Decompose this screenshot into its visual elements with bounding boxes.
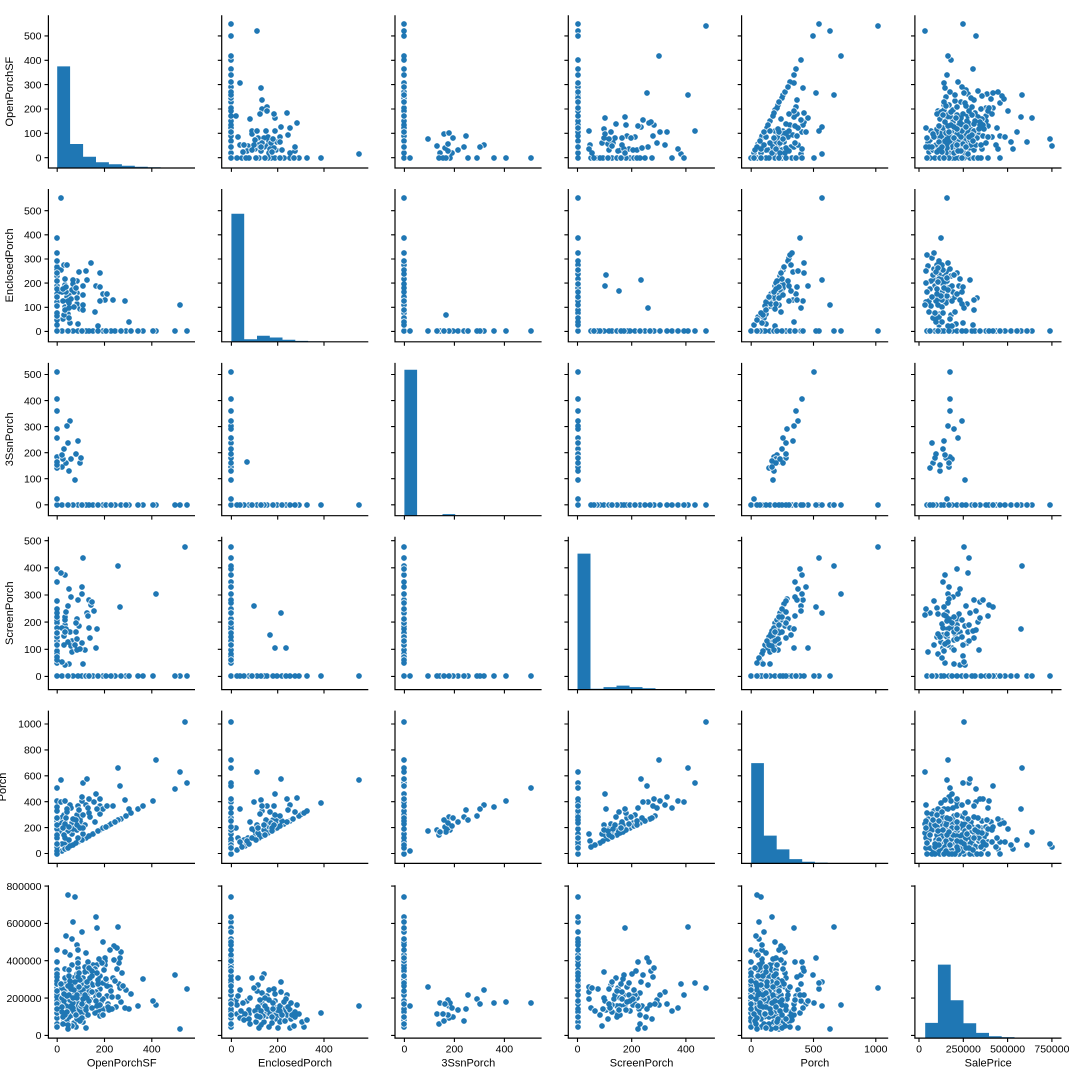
svg-text:0: 0: [228, 1044, 234, 1056]
svg-text:800000: 800000: [6, 881, 41, 893]
svg-text:800: 800: [24, 745, 42, 757]
svg-text:Porch: Porch: [801, 1058, 830, 1070]
svg-text:400: 400: [143, 1044, 161, 1056]
svg-text:200: 200: [623, 1044, 641, 1056]
svg-text:EnclosedPorch: EnclosedPorch: [4, 228, 16, 302]
svg-text:600000: 600000: [6, 918, 41, 930]
svg-text:200000: 200000: [6, 993, 41, 1005]
svg-text:300: 300: [24, 421, 42, 433]
svg-text:0: 0: [575, 1044, 581, 1056]
svg-text:400: 400: [677, 1044, 695, 1056]
svg-text:300: 300: [24, 590, 42, 602]
svg-text:3SsnPorch: 3SsnPorch: [4, 412, 16, 466]
svg-text:400: 400: [24, 796, 42, 808]
svg-text:200: 200: [24, 617, 42, 629]
svg-text:300: 300: [24, 254, 42, 266]
svg-text:400: 400: [24, 55, 42, 67]
svg-text:200: 200: [24, 822, 42, 834]
svg-text:400: 400: [24, 230, 42, 242]
svg-text:200: 200: [24, 278, 42, 290]
svg-text:EnclosedPorch: EnclosedPorch: [258, 1058, 332, 1070]
svg-text:300: 300: [24, 79, 42, 91]
svg-text:SalePrice: SalePrice: [965, 1058, 1012, 1070]
svg-text:400: 400: [24, 395, 42, 407]
svg-text:1000: 1000: [18, 719, 42, 731]
svg-text:3SsnPorch: 3SsnPorch: [441, 1058, 495, 1070]
svg-text:500: 500: [24, 31, 42, 43]
svg-text:500: 500: [24, 369, 42, 381]
svg-text:OpenPorchSF: OpenPorchSF: [4, 56, 16, 126]
svg-text:0: 0: [36, 326, 42, 338]
svg-text:OpenPorchSF: OpenPorchSF: [87, 1058, 157, 1070]
svg-text:100: 100: [24, 473, 42, 485]
svg-text:250000: 250000: [946, 1044, 981, 1056]
svg-text:100: 100: [24, 644, 42, 656]
svg-text:400: 400: [24, 563, 42, 575]
svg-text:500: 500: [24, 535, 42, 547]
svg-text:500: 500: [24, 205, 42, 217]
svg-text:100: 100: [24, 302, 42, 314]
svg-text:200: 200: [24, 447, 42, 459]
svg-text:500000: 500000: [990, 1044, 1025, 1056]
svg-text:0: 0: [916, 1044, 922, 1056]
svg-text:600: 600: [24, 771, 42, 783]
svg-text:200: 200: [24, 104, 42, 116]
svg-text:Porch: Porch: [0, 773, 9, 802]
svg-text:0: 0: [36, 500, 42, 512]
svg-text:0: 0: [36, 1030, 42, 1042]
svg-text:400000: 400000: [6, 955, 41, 967]
svg-text:200: 200: [446, 1044, 464, 1056]
svg-text:100: 100: [24, 128, 42, 140]
svg-text:0: 0: [401, 1044, 407, 1056]
svg-text:0: 0: [36, 848, 42, 860]
svg-text:400: 400: [315, 1044, 333, 1056]
svg-text:750000: 750000: [1034, 1044, 1069, 1056]
svg-text:400: 400: [496, 1044, 514, 1056]
svg-text:0: 0: [748, 1044, 754, 1056]
svg-text:200: 200: [96, 1044, 114, 1056]
svg-text:0: 0: [36, 671, 42, 683]
svg-text:0: 0: [36, 152, 42, 164]
svg-text:500: 500: [805, 1044, 823, 1056]
svg-text:1000: 1000: [864, 1044, 888, 1056]
svg-text:ScreenPorch: ScreenPorch: [610, 1058, 674, 1070]
svg-text:0: 0: [54, 1044, 60, 1056]
svg-text:ScreenPorch: ScreenPorch: [4, 581, 16, 645]
svg-text:200: 200: [269, 1044, 287, 1056]
